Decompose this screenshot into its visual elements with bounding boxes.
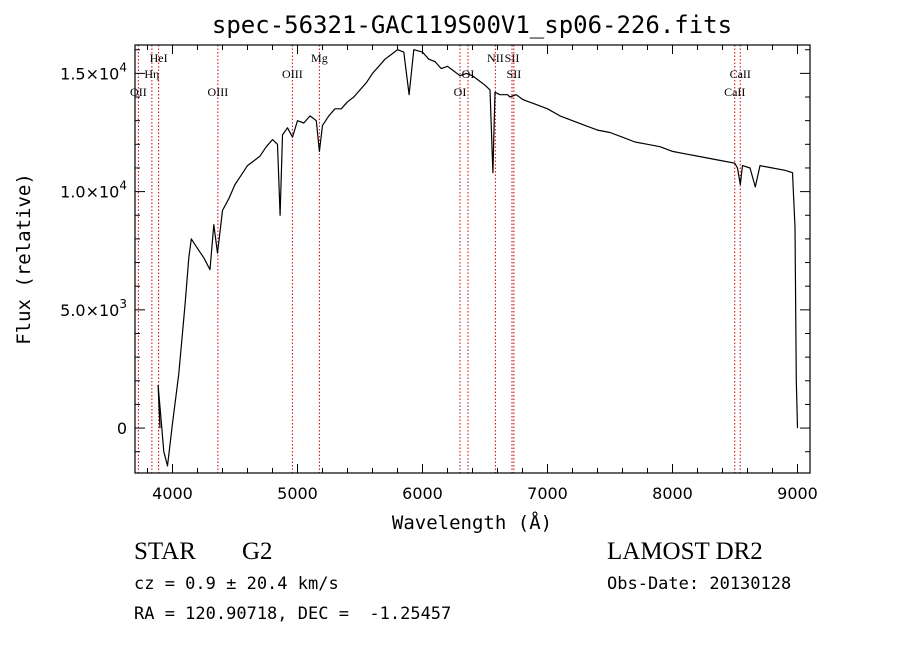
x-axis: 4000 5000 6000 7000 8000 9000 — [147, 45, 818, 503]
survey-name: LAMOST DR2 — [607, 538, 763, 565]
line-marker-label: Hη — [144, 67, 159, 81]
redshift-cz: cz = 0.9 ± 20.4 km/s — [134, 574, 339, 594]
x-tick-label: 4000 — [152, 484, 193, 503]
x-tick-label: 6000 — [402, 484, 443, 503]
x-tick-label: 7000 — [527, 484, 568, 503]
spectrum-series — [157, 49, 799, 467]
line-marker-label: OII — [130, 85, 147, 99]
x-tick-label: 5000 — [277, 484, 318, 503]
plot-frame — [134, 44, 811, 474]
line-marker-label: Mg — [311, 51, 328, 65]
line-marker-label: HeI — [150, 51, 168, 65]
line-marker-label: OIII — [208, 85, 229, 99]
object-class: STAR — [134, 538, 196, 565]
y-tick-label: 0 — [117, 419, 127, 438]
line-marker-label: CaII — [730, 67, 751, 81]
line-marker-label: OI — [454, 85, 467, 99]
x-tick-label: 9000 — [777, 484, 818, 503]
y-axis-label: Flux (relative) — [13, 173, 35, 345]
line-marker-label: CaII — [724, 85, 745, 99]
line-marker-label: NII — [487, 51, 504, 65]
sky-coordinates: RA = 120.90718, DEC = -1.25457 — [134, 604, 452, 624]
y-axis: 0 5.0×103 1.0×104 1.5×104 — [60, 49, 810, 453]
y-tick-label: 5.0×103 — [60, 297, 127, 320]
line-marker-label: SII — [507, 67, 522, 81]
x-tick-label: 8000 — [652, 484, 693, 503]
line-marker-label: OIII — [282, 67, 303, 81]
x-axis-label: Wavelength (Å) — [392, 511, 552, 534]
observation-date: Obs-Date: 20130128 — [607, 574, 792, 594]
object-subclass: G2 — [242, 538, 273, 565]
chart-title: spec-56321-GAC119S00V1_sp06-226.fits — [212, 11, 732, 39]
y-tick-label: 1.0×104 — [60, 179, 127, 202]
line-marker-label: SII — [505, 51, 520, 65]
y-tick-label: 1.5×104 — [60, 60, 127, 83]
spectrum-line — [157, 49, 799, 467]
